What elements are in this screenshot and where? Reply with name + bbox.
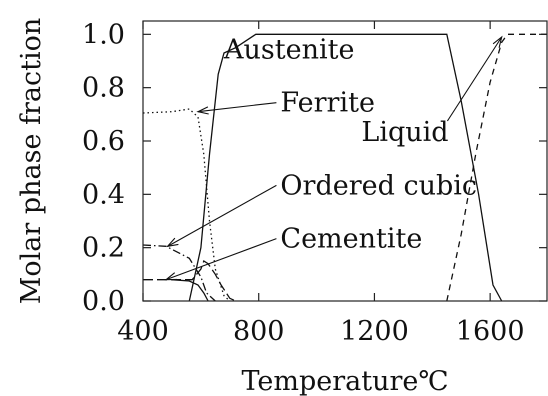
text-labels-layer: 400 800 1200 1600 0.0 0.2 0.4 0.6 0.8 1.0 Temperat… (16, 18, 525, 396)
annotation-arrowhead (166, 237, 179, 248)
x-tick-label: 1200 (340, 316, 409, 347)
axis-ticks-layer (142, 21, 547, 302)
annotation-arrowhead (196, 106, 209, 115)
series-lines-layer (142, 33, 548, 302)
series-line-ferrite (142, 108, 231, 302)
y-tick-label: 1.0 (82, 19, 125, 50)
annotation-arrowhead (164, 272, 178, 281)
series-line-ordered-cubic (142, 244, 216, 302)
annotation-cementite: Cementite (280, 224, 422, 255)
x-tick-label: 800 (233, 316, 285, 347)
x-tick-label: 400 (117, 316, 169, 347)
series-line-cementite (143, 260, 236, 302)
x-tick-label: 1600 (456, 316, 525, 347)
annotation-arrow-line (446, 36, 503, 122)
annotation-ordered-cubic: Ordered cubic (280, 170, 477, 201)
series-line-austenite (188, 33, 503, 302)
annotation-arrow-line (167, 184, 277, 247)
y-tick-label: 0.4 (82, 179, 125, 210)
annotation-ferrite: Ferrite (280, 88, 375, 119)
annotation-arrow-line (165, 238, 277, 281)
annotation-austenite: Austenite (223, 34, 354, 65)
annotation-liquid: Liquid (361, 117, 448, 148)
y-tick-label: 0.2 (82, 233, 125, 264)
y-tick-label: 0.8 (82, 73, 125, 104)
series-line-unlabeled-5 (171, 279, 209, 302)
plot-frame (142, 20, 548, 302)
annotation-arrowhead (492, 35, 503, 48)
annotation-arrow-line (197, 102, 277, 113)
annotation-arrows-layer (164, 35, 503, 281)
y-axis-label: Molar phase fraction (16, 18, 47, 305)
series-line-liquid (446, 33, 548, 302)
y-tick-label: 0.6 (82, 126, 125, 157)
x-axis-label: Temperature℃ (241, 366, 448, 396)
y-tick-label: 0.0 (82, 286, 125, 317)
